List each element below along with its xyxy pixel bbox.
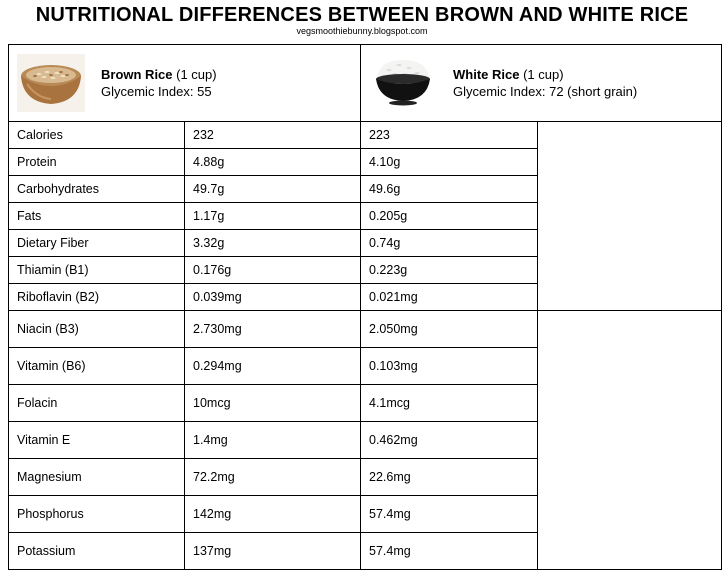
nutrient-label: Dietary Fiber <box>8 229 185 257</box>
white-value: 0.462mg <box>360 421 538 459</box>
white-value: 0.74g <box>360 229 538 257</box>
brown-value: 1.4mg <box>184 421 361 459</box>
white-value: 49.6g <box>360 175 538 203</box>
header-row: Brown Rice (1 cup) Glycemic Index: 55 <box>8 44 723 122</box>
brown-value: 0.176g <box>184 256 361 284</box>
brown-rice-header: Brown Rice (1 cup) Glycemic Index: 55 <box>8 44 361 122</box>
white-value: 0.205g <box>360 202 538 230</box>
brown-value: 137mg <box>184 532 361 570</box>
table-row: Protein 4.88g 4.10g <box>8 148 722 176</box>
white-value: 0.103mg <box>360 347 538 385</box>
nutrient-label: Folacin <box>8 384 185 422</box>
white-value: 0.223g <box>360 256 538 284</box>
white-value: 4.10g <box>360 148 538 176</box>
brown-value: 4.88g <box>184 148 361 176</box>
table-row: Carbohydrates 49.7g 49.6g <box>8 175 722 203</box>
blank-cell <box>536 121 723 311</box>
brown-rice-glycemic-index: Glycemic Index: 55 <box>101 84 212 99</box>
white-value: 223 <box>360 121 538 149</box>
nutrient-label: Potassium <box>8 532 185 570</box>
nutrient-label: Fats <box>8 202 185 230</box>
table-row: Folacin 10mcg 4.1mcg <box>8 384 722 422</box>
table-row: Riboflavin (B2) 0.039mg 0.021mg <box>8 283 722 311</box>
white-value: 4.1mcg <box>360 384 538 422</box>
brown-value: 49.7g <box>184 175 361 203</box>
brown-rice-bowl-image <box>17 54 85 112</box>
table-row: Niacin (B3) 2.730mg 2.050mg <box>8 310 723 570</box>
nutrient-label: Carbohydrates <box>8 175 185 203</box>
nutrition-table: Brown Rice (1 cup) Glycemic Index: 55 <box>8 44 723 570</box>
white-rice-bowl-image <box>369 54 437 112</box>
table-row: Vitamin E 1.4mg 0.462mg <box>8 421 722 459</box>
table-row: Potassium 137mg 57.4mg <box>8 532 722 570</box>
white-rice-name: White Rice <box>453 67 520 82</box>
brown-value: 1.17g <box>184 202 361 230</box>
white-value: 2.050mg <box>360 310 538 348</box>
nutrient-label: Protein <box>8 148 185 176</box>
nutrient-label: Magnesium <box>8 458 185 496</box>
white-value: 0.021mg <box>360 283 538 311</box>
table-row: Magnesium 72.2mg 22.6mg <box>8 458 722 496</box>
nutrient-label: Riboflavin (B2) <box>8 283 185 311</box>
brown-value: 10mcg <box>184 384 361 422</box>
blank-cell <box>536 310 723 570</box>
brown-value: 72.2mg <box>184 458 361 496</box>
brown-value: 0.039mg <box>184 283 361 311</box>
nutrient-label: Niacin (B3) <box>8 310 185 348</box>
nutrient-label: Thiamin (B1) <box>8 256 185 284</box>
nutrient-label: Phosphorus <box>8 495 185 533</box>
white-rice-serving: (1 cup) <box>519 67 564 82</box>
white-value: 57.4mg <box>360 495 538 533</box>
brown-rice-name: Brown Rice <box>101 67 173 82</box>
nutrient-label: Vitamin (B6) <box>8 347 185 385</box>
white-rice-header: White Rice (1 cup) Glycemic Index: 72 (s… <box>359 44 723 122</box>
nutrient-label: Calories <box>8 121 185 149</box>
white-rice-glycemic-index: Glycemic Index: 72 (short grain) <box>453 84 638 99</box>
table-row: Calories 232 223 <box>8 121 723 311</box>
table-row: Phosphorus 142mg 57.4mg <box>8 495 722 533</box>
table-row: Thiamin (B1) 0.176g 0.223g <box>8 256 722 284</box>
brown-value: 142mg <box>184 495 361 533</box>
brown-value: 0.294mg <box>184 347 361 385</box>
brown-value: 2.730mg <box>184 310 361 348</box>
source-url: vegsmoothiebunny.blogspot.com <box>296 26 428 36</box>
white-value: 57.4mg <box>360 532 538 570</box>
brown-rice-serving: (1 cup) <box>172 67 217 82</box>
brown-value: 3.32g <box>184 229 361 257</box>
table-row: Dietary Fiber 3.32g 0.74g <box>8 229 722 257</box>
nutrient-label: Vitamin E <box>8 421 185 459</box>
white-value: 22.6mg <box>360 458 538 496</box>
page-title: NUTRITIONAL DIFFERENCES BETWEEN BROWN AN… <box>35 4 689 26</box>
brown-value: 232 <box>184 121 361 149</box>
table-row: Fats 1.17g 0.205g <box>8 202 722 230</box>
